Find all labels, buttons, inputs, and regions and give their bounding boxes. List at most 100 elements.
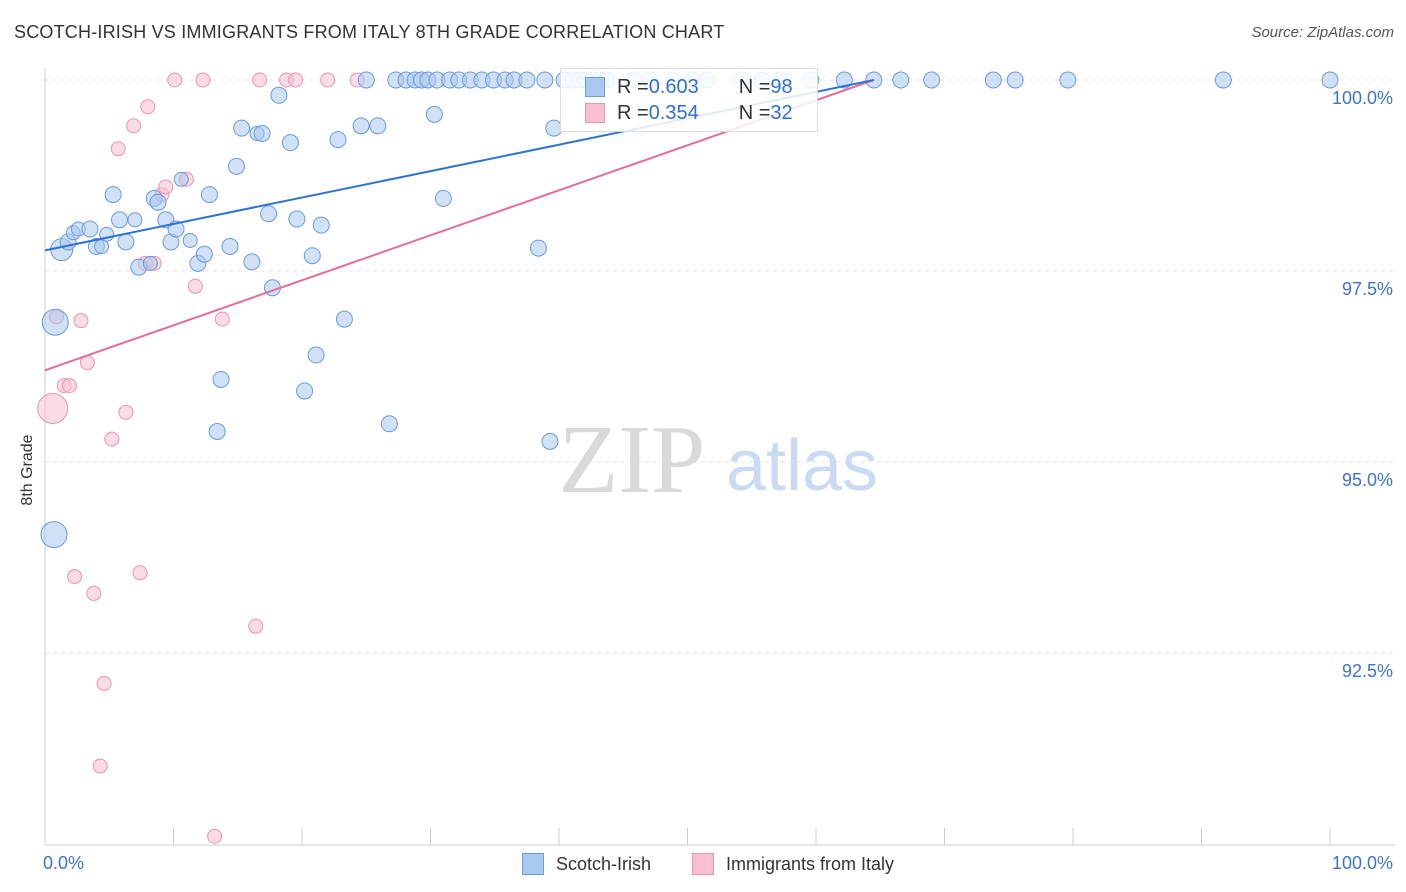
- italy-point: [207, 828, 223, 844]
- scotch-irish-point: [117, 233, 135, 251]
- scotch-irish-point: [380, 415, 398, 433]
- legend-n-value: 98: [770, 75, 793, 98]
- italy-point: [288, 72, 304, 88]
- italy-point: [73, 313, 89, 329]
- scotch-irish-point: [182, 232, 198, 248]
- bottom-legend-swatch-blue: [522, 853, 544, 875]
- y-tick-label: 92.5%: [1342, 661, 1393, 681]
- bottom-legend-label: Scotch-Irish: [556, 853, 652, 874]
- scotch-irish-point: [270, 86, 288, 104]
- scotch-irish-point: [425, 105, 443, 123]
- legend-r-label: R =: [617, 101, 649, 124]
- scotch-irish-point: [329, 131, 347, 149]
- legend-n-label: N =: [738, 101, 771, 124]
- italy-point: [92, 758, 108, 774]
- italy-point: [252, 72, 268, 88]
- tick-labels: 92.5% 95.0% 97.5% 100.0% 0.0% 100.0%: [43, 88, 1393, 873]
- italy-point: [110, 141, 126, 157]
- scotch-irish-point: [149, 193, 167, 211]
- scotch-irish-point: [127, 212, 143, 228]
- watermark-atlas: atlas: [726, 426, 878, 506]
- scotch-irish-point: [335, 310, 353, 328]
- legend-r-value: 0.354: [648, 101, 699, 124]
- scotch-irish-point: [195, 245, 213, 263]
- scotch-irish-point: [923, 71, 941, 89]
- chart-title: SCOTCH-IRISH VS IMMIGRANTS FROM ITALY 8T…: [14, 22, 725, 42]
- x-tick-label: 100.0%: [1332, 853, 1393, 873]
- legend-row-scotch-irish: R = 0.603 N = 98: [585, 74, 793, 100]
- scotch-irish-point: [312, 216, 330, 234]
- axes: [44, 68, 1395, 846]
- scotch-irish-point: [111, 211, 129, 229]
- italy-point: [158, 179, 174, 195]
- scotch-irish-point: [434, 189, 452, 207]
- bottom-legend-scotch-irish[interactable]: Scotch-Irish: [522, 852, 651, 876]
- italy-point: [140, 99, 156, 115]
- legend-r-label: R =: [617, 75, 649, 98]
- scotch-irish-point: [40, 521, 68, 549]
- italy-point: [118, 404, 134, 420]
- scotch-irish-point: [541, 432, 559, 450]
- scotch-irish-point: [529, 239, 547, 257]
- italy-point: [67, 569, 83, 585]
- scotch-irish-point: [173, 171, 189, 187]
- italy-point: [320, 72, 336, 88]
- bottom-legend-italy[interactable]: Immigrants from Italy: [692, 852, 894, 876]
- italy-point: [96, 676, 112, 692]
- gridlines: [45, 79, 1395, 654]
- legend-n-label: N =: [738, 75, 771, 98]
- scotch-irish-point: [303, 247, 321, 265]
- scotch-irish-point: [208, 422, 226, 440]
- scotch-irish-point: [243, 253, 261, 271]
- y-tick-label: 95.0%: [1342, 470, 1393, 490]
- scotch-irish-point: [835, 71, 853, 89]
- scotch-irish-point: [357, 71, 375, 89]
- y-tick-label: 97.5%: [1342, 279, 1393, 299]
- series-immigrants-from-italy-points: [37, 72, 365, 844]
- bottom-legend-swatch-pink: [692, 853, 714, 875]
- scotch-irish-point: [253, 124, 271, 142]
- scotch-irish-point: [1059, 71, 1077, 89]
- italy-point: [248, 618, 264, 634]
- italy-point: [167, 72, 183, 88]
- y-tick-label: 100.0%: [1332, 88, 1393, 108]
- scotch-irish-point: [1321, 71, 1339, 89]
- scotch-irish-point: [41, 308, 69, 336]
- scotch-irish-point: [81, 220, 99, 238]
- scotch-irish-point: [536, 71, 554, 89]
- italy-point: [126, 118, 142, 134]
- legend-swatch-pink: [585, 103, 605, 123]
- watermark: ZIP atlas: [559, 406, 879, 514]
- italy-point: [86, 585, 102, 601]
- scotch-irish-point: [892, 71, 910, 89]
- scotch-irish-point: [104, 186, 122, 204]
- italy-point: [214, 311, 230, 327]
- legend-r-value: 0.603: [648, 75, 699, 98]
- scotch-irish-point: [518, 71, 536, 89]
- italy-point: [195, 72, 211, 88]
- legend-row-italy: R = 0.354 N = 32: [585, 100, 793, 126]
- italy-point: [132, 565, 148, 581]
- watermark-zip: ZIP: [559, 406, 706, 514]
- italy-point: [187, 278, 203, 294]
- scotch-irish-point: [142, 255, 158, 271]
- scotch-irish-point: [221, 238, 239, 256]
- italy-point: [104, 431, 120, 447]
- scotch-irish-point: [200, 186, 218, 204]
- italy-point: [61, 378, 77, 394]
- scotch-irish-point: [296, 382, 314, 400]
- scotch-irish-point: [1214, 71, 1232, 89]
- scotch-irish-point: [227, 157, 245, 175]
- scotch-irish-point: [1006, 71, 1024, 89]
- italy-point: [37, 393, 69, 425]
- scotch-irish-point: [233, 119, 251, 137]
- scotch-irish-point: [307, 346, 325, 364]
- legend-swatch-blue: [585, 77, 605, 97]
- legend-n-value: 32: [770, 101, 793, 124]
- source-label: Source: ZipAtlas.com: [1251, 24, 1394, 41]
- scotch-irish-point: [288, 210, 306, 228]
- scotch-irish-point: [212, 370, 230, 388]
- bottom-legend-label: Immigrants from Italy: [726, 853, 895, 874]
- scotch-irish-point: [281, 134, 299, 152]
